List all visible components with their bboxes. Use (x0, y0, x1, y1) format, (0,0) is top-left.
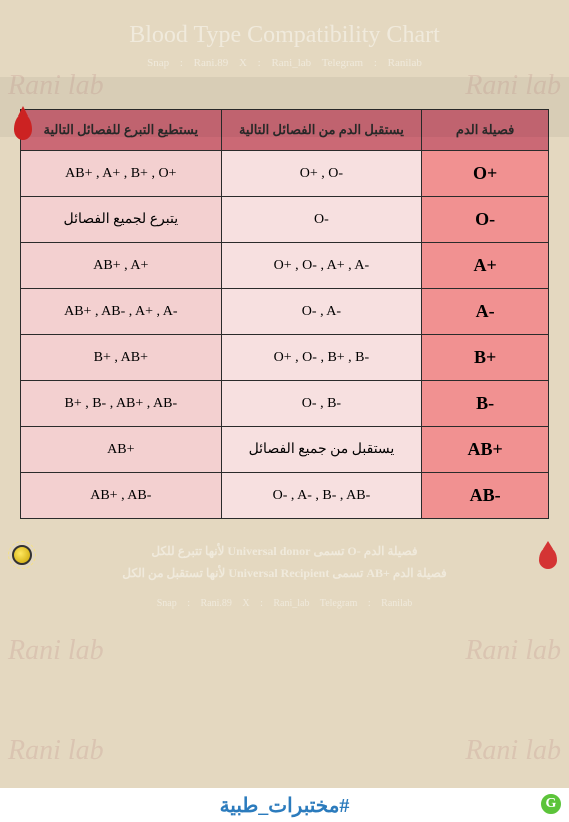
cell-donate: AB+ , A+ (21, 243, 222, 289)
header-receive: يستقبل الدم من الفصائل التالية (221, 110, 422, 151)
note-line-1: فصيلة الدم -O تسمى Universal donor لأنها… (40, 541, 529, 563)
cell-type: B+ (422, 335, 549, 381)
header-type: فصيلة الدم (422, 110, 549, 151)
table-row: AB+ , A+ , B+ , O+O+ , O-O+ (21, 151, 549, 197)
socials-top: Snap : Rani.89 X : Rani_lab Telegram : R… (0, 57, 569, 69)
watermark: Rani lab (8, 70, 104, 102)
header-donate: يستطيع التبرع للفصائل التالية (21, 110, 222, 151)
cell-receive: يستقبل من جميع الفصائل (221, 427, 422, 473)
table-header-row: يستطيع التبرع للفصائل التالية يستقبل الد… (21, 110, 549, 151)
lightbulb-icon (12, 545, 32, 565)
bottom-bar: #مختبرات_طبية G (0, 788, 569, 822)
watermark: Rani lab (465, 70, 561, 102)
hashtag: #مختبرات_طبية (220, 793, 350, 818)
table-row: B+ , B- , AB+ , AB-O- , B-B- (21, 381, 549, 427)
socials-bottom: Snap : Rani.89 X : Rani_lab Telegram : R… (0, 598, 569, 609)
blood-drop-icon (539, 547, 557, 569)
cell-type: O+ (422, 151, 549, 197)
cell-receive: O+ , O- , B+ , B- (221, 335, 422, 381)
cell-receive: O- , A- , B- , AB- (221, 473, 422, 519)
cell-type: AB+ (422, 427, 549, 473)
table-row: يتبرع لجميع الفصائلO-O- (21, 197, 549, 243)
cell-donate: يتبرع لجميع الفصائل (21, 197, 222, 243)
table-row: AB+ , AB-O- , A- , B- , AB-AB- (21, 473, 549, 519)
cell-donate: AB+ , A+ , B+ , O+ (21, 151, 222, 197)
cell-donate: B+ , AB+ (21, 335, 222, 381)
cell-receive: O+ , O- , A+ , A- (221, 243, 422, 289)
watermark: Rani lab (8, 735, 104, 767)
table-row: AB+ , A+O+ , O- , A+ , A-A+ (21, 243, 549, 289)
blood-drop-icon (14, 114, 32, 140)
watermark: Rani lab (8, 635, 104, 667)
watermark: Rani lab (465, 735, 561, 767)
cell-receive: O+ , O- (221, 151, 422, 197)
cell-receive: O- , A- (221, 289, 422, 335)
note-line-2: فصيلة الدم +AB تسمى Universal Recipient … (40, 563, 529, 585)
cell-receive: O- (221, 197, 422, 243)
cell-type: O- (422, 197, 549, 243)
cell-donate: AB+ , AB- (21, 473, 222, 519)
notes-block: فصيلة الدم -O تسمى Universal donor لأنها… (40, 541, 529, 584)
cell-donate: AB+ , AB- , A+ , A- (21, 289, 222, 335)
source-badge: G (539, 792, 563, 816)
cell-receive: O- , B- (221, 381, 422, 427)
page-title: Blood Type Compatibility Chart (0, 22, 569, 49)
cell-type: A- (422, 289, 549, 335)
cell-donate: B+ , B- , AB+ , AB- (21, 381, 222, 427)
cell-type: AB- (422, 473, 549, 519)
cell-type: A+ (422, 243, 549, 289)
cell-type: B- (422, 381, 549, 427)
compatibility-table: يستطيع التبرع للفصائل التالية يستقبل الد… (20, 109, 549, 519)
table-row: AB+ , AB- , A+ , A-O- , A-A- (21, 289, 549, 335)
table-row: AB+يستقبل من جميع الفصائلAB+ (21, 427, 549, 473)
watermark: Rani lab (465, 635, 561, 667)
table-row: B+ , AB+O+ , O- , B+ , B-B+ (21, 335, 549, 381)
cell-donate: AB+ (21, 427, 222, 473)
